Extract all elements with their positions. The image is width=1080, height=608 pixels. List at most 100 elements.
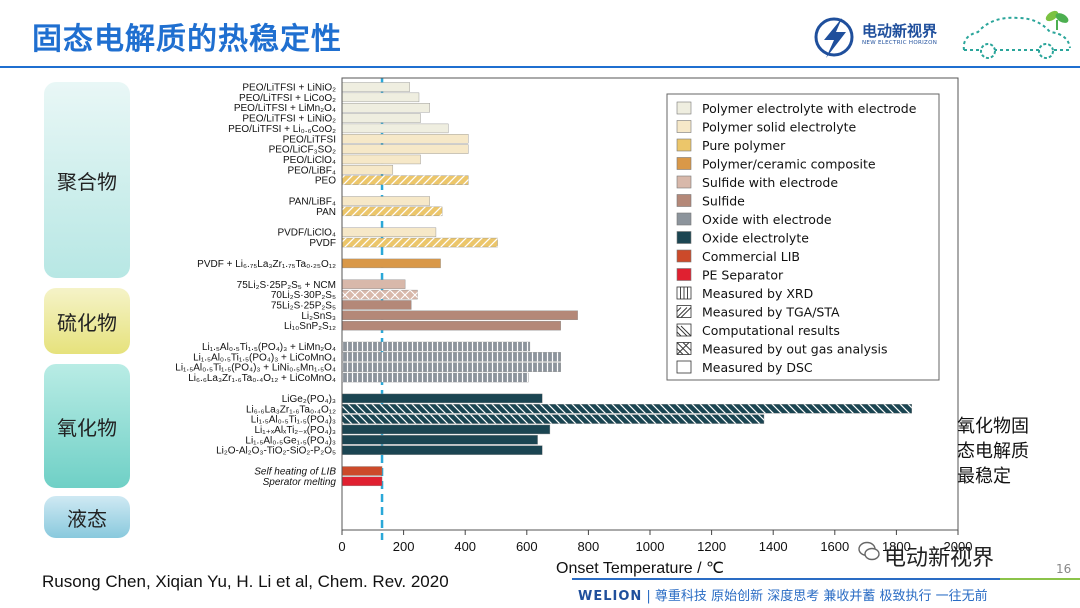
bar bbox=[341, 196, 430, 206]
x-tick-label: 2000 bbox=[944, 539, 973, 554]
bar-hatch bbox=[342, 362, 561, 372]
bar bbox=[341, 134, 469, 144]
bar-hatch bbox=[342, 238, 498, 248]
legend-label: Oxide with electrode bbox=[702, 212, 832, 227]
bar bbox=[341, 144, 469, 154]
bar-hatch bbox=[342, 175, 469, 185]
x-tick-label: 1000 bbox=[636, 539, 665, 554]
bar bbox=[341, 123, 449, 134]
bar bbox=[341, 258, 441, 269]
bar-label: Li₁.₅Al₀.₅Ti₁.₅(PO₄)₃ + LiMn₂O₄ bbox=[202, 342, 336, 353]
bar-label: 70Li₂S·30P₂S₅ bbox=[271, 290, 336, 301]
legend-swatch bbox=[676, 231, 692, 244]
bar-hatch bbox=[342, 373, 529, 383]
bar-label: PEO/LiCF₃SO₂ bbox=[269, 145, 337, 156]
legend-label: Commercial LIB bbox=[702, 249, 800, 264]
bar bbox=[341, 154, 421, 165]
bar bbox=[341, 424, 551, 435]
legend-label: PE Separator bbox=[702, 268, 784, 283]
watermark-text: 电动新视界 bbox=[884, 546, 995, 571]
bar-label: Li₁₀SnP₂S₁₂ bbox=[284, 321, 336, 332]
bar bbox=[341, 279, 406, 289]
title-underline bbox=[0, 66, 1080, 68]
page-number: 16 bbox=[1056, 562, 1072, 576]
bar-label: PEO/LiTFSI bbox=[283, 134, 336, 145]
bar-hatch bbox=[342, 404, 912, 414]
bar-label: PEO/LiTFSI + LiMn₂O₄ bbox=[234, 103, 336, 114]
x-tick-label: 1200 bbox=[697, 539, 726, 554]
bar bbox=[341, 102, 430, 113]
legend-box bbox=[666, 93, 940, 381]
x-tick-label: 1600 bbox=[820, 539, 849, 554]
legend-label: Pure polymer bbox=[702, 138, 786, 153]
category-polymer: 聚合物 bbox=[44, 82, 130, 278]
bar-hatch bbox=[342, 352, 561, 362]
wechat-watermark-icon bbox=[858, 541, 880, 561]
bar bbox=[341, 393, 543, 404]
x-tick-label: 1800 bbox=[882, 539, 911, 554]
bar bbox=[341, 92, 420, 103]
bar-label: Sperator melting bbox=[263, 477, 337, 488]
reference-citation: Rusong Chen, Xiqian Yu, H. Li et al, Che… bbox=[42, 572, 449, 591]
x-tick-label: 0 bbox=[338, 539, 345, 554]
bar-label: 75Li₂S·25P₂S₅ bbox=[271, 300, 336, 311]
x-tick-label: 400 bbox=[454, 539, 476, 554]
footer-brand: WELION bbox=[578, 589, 643, 604]
x-tick-label: 800 bbox=[578, 539, 600, 554]
bar-label: Li₁.₅Al₀.₅Ti₁.₅(PO₄)₃ bbox=[251, 415, 336, 426]
legend-swatch bbox=[676, 194, 692, 207]
bar-label: PVDF/LiClO₄ bbox=[277, 228, 336, 239]
bar-hatch bbox=[342, 290, 418, 300]
bar bbox=[341, 320, 561, 331]
legend-swatch bbox=[676, 101, 692, 115]
bar-label: Li₁₊ₓAlₓTi₂₋ₓ(PO₄)₃ bbox=[254, 425, 336, 436]
legend-label: Sulfide with electrode bbox=[702, 175, 838, 190]
category-oxide: 氧化物 bbox=[44, 364, 130, 488]
legend-hatch bbox=[676, 325, 692, 337]
legend-label: Computational results bbox=[702, 323, 840, 338]
x-tick-label: 600 bbox=[516, 539, 538, 554]
bar-label: PVDF bbox=[309, 238, 336, 249]
legend-swatch bbox=[676, 138, 692, 152]
bar-label: PEO/LiBF₄ bbox=[287, 165, 336, 176]
bar-label: Li₁.₅Al₀.₅Ti₁.₅(PO₄)₃ + LiNi₀.₅Mn₁.₅O₄ bbox=[175, 363, 336, 374]
footer-rule bbox=[572, 578, 1080, 580]
bar-label: Li₆.₆La₃Zr₁.₆Ta₀.₄O₁₂ bbox=[246, 404, 336, 415]
bar-label: Li₁.₅Al₀.₅Ge₁.₅(PO₄)₃ bbox=[245, 435, 336, 446]
bar bbox=[341, 445, 543, 455]
x-axis-label: Onset Temperature / ℃ bbox=[556, 560, 724, 577]
legend-hatch bbox=[680, 287, 688, 299]
legend-label: Measured by XRD bbox=[702, 286, 813, 301]
legend-label: Measured by out gas analysis bbox=[702, 342, 887, 357]
bar-label: PEO/LiTFSI + LiNiO₂ bbox=[242, 83, 336, 94]
legend-swatch bbox=[676, 249, 692, 263]
bar-label: 75Li₂S·25P₂S₅ + NCM bbox=[237, 280, 336, 291]
legend-label: Oxide electrolyte bbox=[702, 231, 809, 246]
page-title: 固态电解质的热稳定性 bbox=[32, 22, 342, 57]
bar-label: PVDF + Li₆.₇₅La₃Zr₁.₇₅Ta₀.₂₅O₁₂ bbox=[197, 259, 336, 270]
bar bbox=[341, 476, 383, 487]
legend-swatch bbox=[676, 120, 692, 133]
bar-label: Self heating of LIB bbox=[254, 467, 336, 478]
bar-label: Li₂O-Al₂O₃-TiO₂-SiO₂-P₂O₅ bbox=[216, 446, 336, 457]
bar-hatch bbox=[342, 342, 530, 351]
bar-label: LiGe₂(PO₄)₃ bbox=[282, 394, 336, 405]
eco-car-icon bbox=[962, 10, 1071, 59]
footer-rule-accent bbox=[1000, 578, 1080, 580]
bar-label: PEO bbox=[315, 176, 336, 187]
bar-label: PEO/LiTFSI + LiNiO₂ bbox=[242, 114, 336, 125]
footer-slogan: | 尊重科技 原始创新 深度思考 兼收并蓄 极致执行 一往无前 bbox=[646, 589, 988, 604]
logo-subtitle: NEW ELECTRIC HORIZON bbox=[862, 40, 938, 46]
legend-label: Measured by TGA/STA bbox=[702, 305, 840, 320]
legend-label: Measured by DSC bbox=[702, 360, 813, 375]
bar-label: PAN/LiBF₄ bbox=[289, 197, 336, 208]
bar-hatch bbox=[342, 414, 764, 424]
bar-label: Li₁.₅Al₀.₅Ti₁.₅(PO₄)₃ + LiCoMnO₄ bbox=[193, 352, 336, 363]
logo-text: 电动新视界 bbox=[862, 22, 938, 40]
legend-label: Polymer/ceramic composite bbox=[702, 157, 876, 172]
legend-swatch bbox=[676, 268, 692, 281]
bar bbox=[341, 227, 437, 237]
legend-hatch bbox=[676, 342, 692, 355]
category-liquid: 液态 bbox=[44, 496, 130, 538]
